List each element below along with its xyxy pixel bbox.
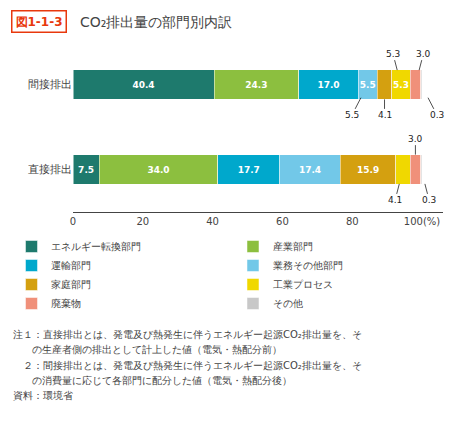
svg-text:20: 20 [136, 216, 149, 227]
svg-text:業務その他部門: 業務その他部門 [273, 260, 343, 271]
svg-text:15.9: 15.9 [357, 165, 379, 175]
svg-text:5.5: 5.5 [345, 110, 359, 120]
svg-text:注１：直接排出とは、発電及び熱発生に伴うエネルギー起源CO₂: 注１：直接排出とは、発電及び熱発生に伴うエネルギー起源CO₂排出量を、そ [13, 329, 362, 340]
svg-text:17.0: 17.0 [317, 80, 339, 90]
svg-text:5.5: 5.5 [360, 80, 376, 90]
svg-text:の消費量に応じて各部門に配分した値（電気・熱配分後）: の消費量に応じて各部門に配分した値（電気・熱配分後） [13, 375, 292, 386]
svg-text:4.1: 4.1 [388, 195, 402, 205]
svg-text:運輸部門: 運輸部門 [51, 260, 91, 271]
svg-text:CO₂排出量の部門別内訳: CO₂排出量の部門別内訳 [80, 14, 232, 30]
svg-text:17.7: 17.7 [238, 165, 260, 175]
svg-text:4.1: 4.1 [378, 110, 392, 120]
svg-text:0.3: 0.3 [430, 110, 444, 120]
svg-text:産業部門: 産業部門 [273, 241, 313, 252]
svg-text:その他: その他 [273, 298, 303, 309]
svg-text:7.5: 7.5 [78, 165, 94, 175]
svg-text:5.3: 5.3 [393, 80, 409, 90]
svg-text:の生産者側の排出として計上した値（電気・熱配分前）: の生産者側の排出として計上した値（電気・熱配分前） [13, 344, 282, 355]
svg-text:0: 0 [70, 216, 76, 227]
svg-text:24.3: 24.3 [245, 80, 267, 90]
svg-text:3.0: 3.0 [416, 49, 431, 59]
svg-text:5.3: 5.3 [386, 49, 400, 59]
svg-text:3.0: 3.0 [408, 134, 423, 144]
svg-text:40: 40 [206, 216, 219, 227]
svg-text:直接排出: 直接排出 [28, 163, 72, 176]
svg-text:17.4: 17.4 [299, 165, 321, 175]
svg-text:資料：環境省: 資料：環境省 [13, 390, 73, 401]
svg-text:100(%): 100(%) [404, 216, 440, 227]
svg-text:２：間接排出とは、発電及び熱発生に伴うエネルギー起源CO₂排: ２：間接排出とは、発電及び熱発生に伴うエネルギー起源CO₂排出量を、そ [13, 360, 362, 371]
svg-text:40.4: 40.4 [132, 80, 154, 90]
svg-text:工業プロセス: 工業プロセス [273, 279, 333, 290]
svg-text:家庭部門: 家庭部門 [51, 279, 91, 290]
svg-text:60: 60 [276, 216, 289, 227]
svg-text:図1-1-3: 図1-1-3 [16, 15, 63, 29]
svg-text:廃棄物: 廃棄物 [51, 298, 81, 309]
svg-text:0.3: 0.3 [422, 195, 436, 205]
svg-text:間接排出: 間接排出 [28, 78, 72, 91]
svg-text:エネルギー転換部門: エネルギー転換部門 [51, 241, 141, 252]
svg-text:34.0: 34.0 [147, 165, 169, 175]
svg-text:80: 80 [346, 216, 359, 227]
